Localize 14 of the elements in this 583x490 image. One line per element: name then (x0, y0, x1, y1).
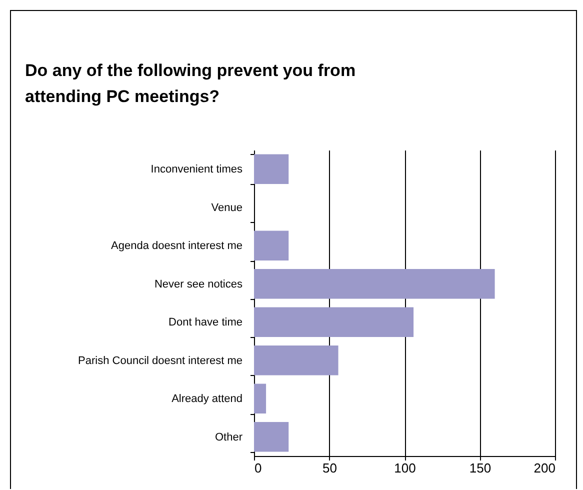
x-tick-label: 0 (254, 460, 262, 476)
y-tick-label: Venue (211, 202, 242, 214)
y-tick-label: Already attend (172, 393, 242, 406)
y-tick-label: Parish Council doesnt interest me (78, 354, 242, 367)
chart-title: Do any of the following prevent you from attending PC meetings? (25, 61, 356, 106)
y-tick-label: Inconvenient times (150, 164, 243, 176)
y-tick-label: Agenda doesnt interest me (111, 240, 242, 252)
x-tick-label: 50 (322, 460, 337, 476)
y-tick-label: Dont have time (168, 316, 242, 329)
x-tick-label: 200 (534, 460, 556, 476)
y-tick-label: Never see notices (154, 278, 243, 290)
x-tick-label: 150 (469, 460, 492, 476)
y-tick-label: Other (214, 431, 243, 444)
x-tick-label: 100 (394, 460, 416, 476)
